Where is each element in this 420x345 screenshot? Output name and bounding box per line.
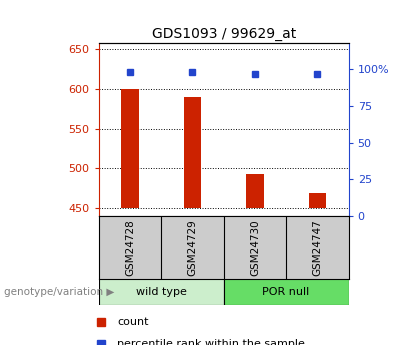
Text: GSM24747: GSM24747: [312, 219, 323, 276]
Bar: [246, 174, 264, 208]
Text: GSM24728: GSM24728: [125, 219, 135, 276]
Bar: [99, 279, 223, 305]
Bar: [184, 97, 201, 208]
Text: percentile rank within the sample: percentile rank within the sample: [117, 339, 305, 345]
Text: genotype/variation ▶: genotype/variation ▶: [4, 287, 115, 297]
Text: GSM24730: GSM24730: [250, 219, 260, 276]
Bar: [223, 279, 349, 305]
Bar: [121, 89, 139, 208]
Text: wild type: wild type: [136, 287, 186, 297]
Text: POR null: POR null: [262, 287, 310, 297]
Text: count: count: [117, 317, 149, 327]
Text: GSM24729: GSM24729: [187, 219, 197, 276]
Bar: [309, 194, 326, 208]
Title: GDS1093 / 99629_at: GDS1093 / 99629_at: [152, 27, 296, 41]
